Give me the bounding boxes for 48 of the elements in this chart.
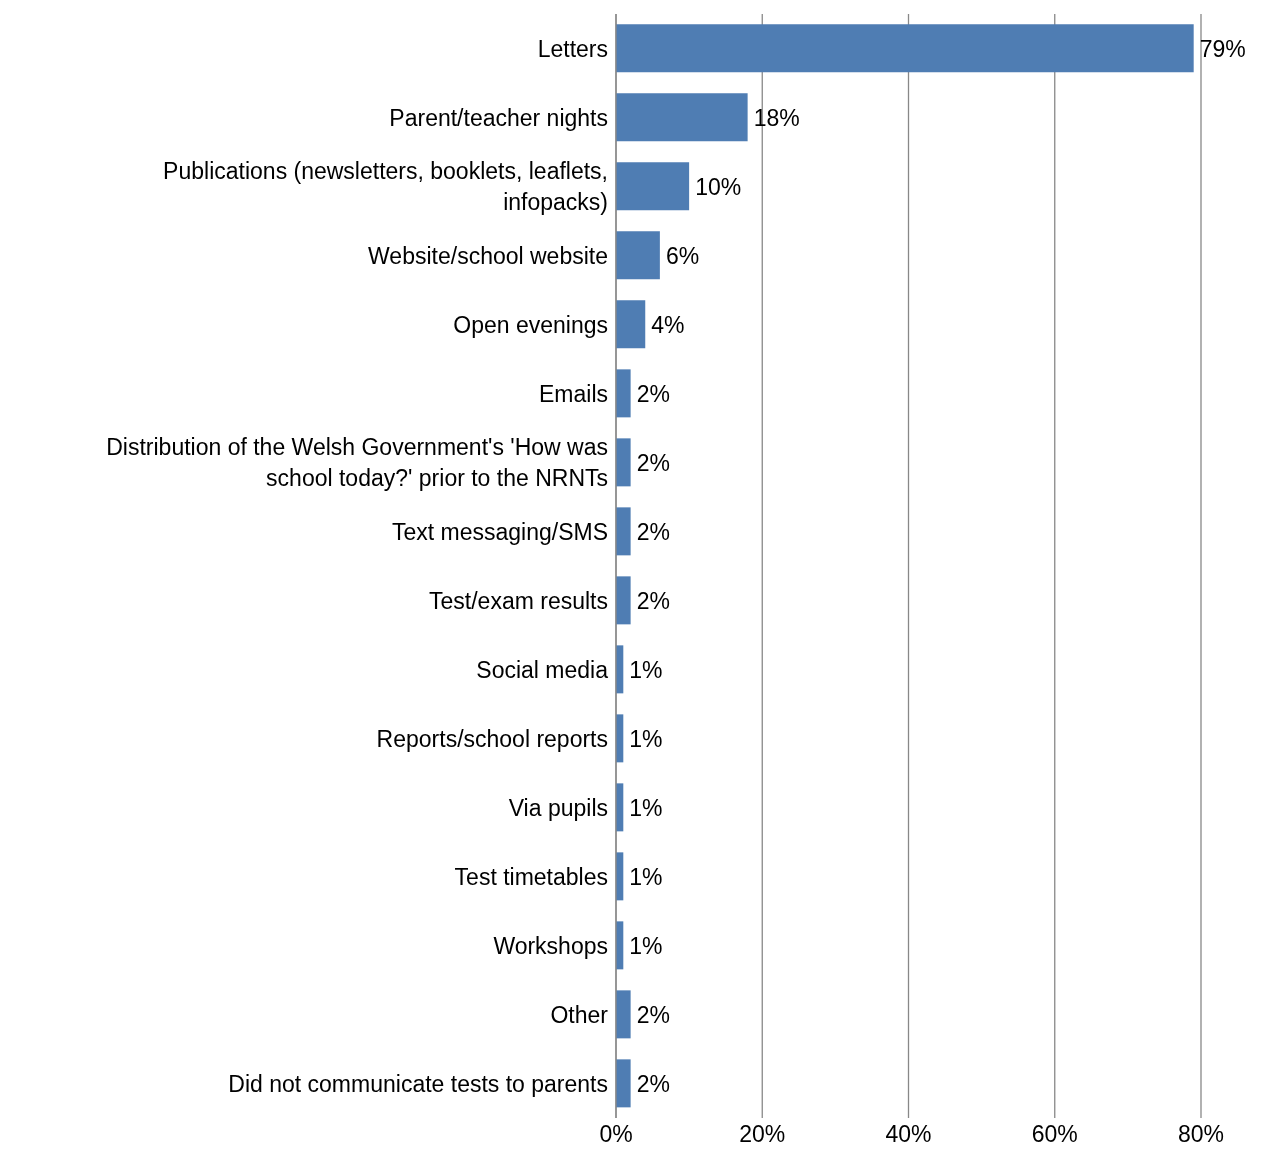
data-label: 1% bbox=[629, 725, 663, 752]
y-tick-label: Test/exam results bbox=[429, 587, 608, 614]
bar bbox=[616, 93, 748, 142]
data-label: 2% bbox=[636, 518, 670, 545]
bar bbox=[616, 576, 631, 625]
bar bbox=[616, 162, 690, 211]
x-tick-label: 20% bbox=[739, 1121, 786, 1148]
data-label: 2% bbox=[636, 1070, 670, 1097]
y-tick-label: Did not communicate tests to parents bbox=[228, 1070, 608, 1097]
data-label: 10% bbox=[695, 173, 742, 200]
y-tick-label: Text messaging/SMS bbox=[391, 518, 608, 545]
data-label: 2% bbox=[636, 380, 670, 407]
y-tick-label: Test timetables bbox=[454, 863, 608, 890]
data-label: 1% bbox=[629, 863, 663, 890]
y-tick-label: Social media bbox=[476, 656, 609, 683]
y-tick-label: Reports/school reports bbox=[376, 725, 608, 752]
y-tick-label: Publications (newsletters, booklets, leaflets, infopacks) bbox=[163, 158, 608, 215]
y-tick-label: Letters bbox=[537, 35, 608, 62]
data-label: 2% bbox=[636, 449, 670, 476]
data-label: 18% bbox=[753, 104, 800, 131]
y-tick-label: Website/school website bbox=[368, 242, 608, 269]
bar bbox=[616, 300, 646, 349]
bar bbox=[616, 990, 631, 1039]
bar bbox=[616, 507, 631, 556]
y-tick-label: Emails bbox=[538, 380, 608, 407]
data-label: 1% bbox=[629, 794, 663, 821]
bar bbox=[616, 231, 660, 280]
y-tick-label: Workshops bbox=[493, 932, 608, 959]
x-tick-label: 0% bbox=[599, 1121, 633, 1148]
data-label: 1% bbox=[629, 656, 663, 683]
y-tick-label: Via pupils bbox=[508, 794, 608, 821]
data-label: 6% bbox=[665, 242, 700, 269]
x-tick-label: 80% bbox=[1177, 1121, 1225, 1148]
bar bbox=[616, 24, 1194, 73]
y-tick-label: Open evenings bbox=[453, 311, 608, 338]
data-label: 2% bbox=[636, 1001, 670, 1028]
y-tick-label: Parent/teacher nights bbox=[389, 104, 608, 131]
y-tick-label: Other bbox=[550, 1001, 609, 1028]
y-tick-label: Distribution of the Welsh Government's 'How was school today?' prior to the NRNTs bbox=[106, 434, 608, 491]
data-label: 2% bbox=[636, 587, 670, 614]
bar bbox=[616, 369, 631, 418]
data-label: 79% bbox=[1199, 35, 1246, 62]
bar bbox=[616, 1059, 631, 1108]
x-tick-label: 60% bbox=[1031, 1121, 1078, 1148]
data-label: 1% bbox=[629, 932, 663, 959]
x-tick-label: 40% bbox=[885, 1121, 932, 1148]
bar bbox=[616, 438, 631, 487]
data-label: 4% bbox=[651, 311, 685, 338]
